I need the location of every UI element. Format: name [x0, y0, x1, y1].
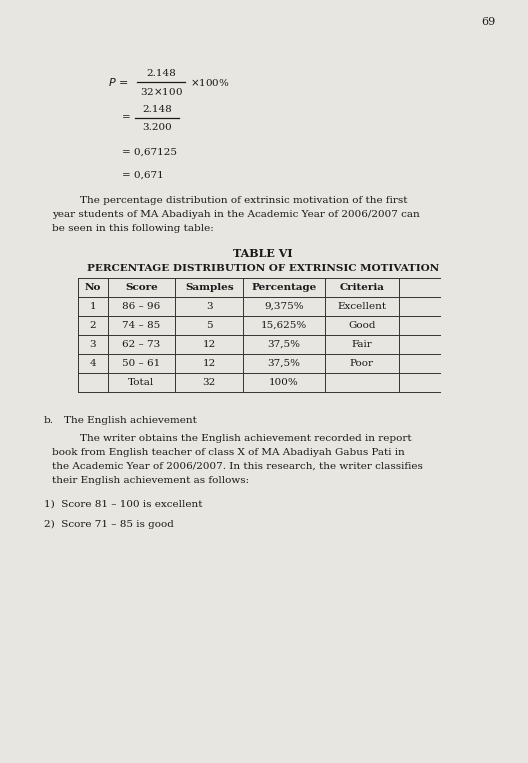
Text: Fair: Fair [351, 340, 372, 349]
Text: 1: 1 [89, 302, 96, 311]
Text: No: No [84, 283, 101, 292]
Text: $P\,=$: $P\,=$ [108, 76, 128, 88]
Text: The percentage distribution of extrinsic motivation of the first: The percentage distribution of extrinsic… [80, 195, 407, 204]
Text: 2.148: 2.148 [143, 105, 172, 114]
Text: 12: 12 [203, 359, 216, 368]
Text: 37,5%: 37,5% [268, 340, 300, 349]
Text: 86 – 96: 86 – 96 [122, 302, 161, 311]
Text: 2: 2 [89, 321, 96, 330]
Text: 1)  Score 81 – 100 is excellent: 1) Score 81 – 100 is excellent [44, 500, 202, 508]
Text: 74 – 85: 74 – 85 [122, 321, 161, 330]
Text: 3: 3 [206, 302, 213, 311]
Text: The English achievement: The English achievement [64, 416, 196, 424]
Text: 69: 69 [481, 17, 495, 27]
Text: 100%: 100% [269, 378, 299, 387]
Text: 32$\times$100: 32$\times$100 [140, 85, 183, 96]
Text: 2.148: 2.148 [146, 69, 176, 78]
Text: TABLE VI: TABLE VI [233, 247, 293, 259]
Text: Samples: Samples [185, 283, 233, 292]
Text: 15,625%: 15,625% [261, 321, 307, 330]
Text: Score: Score [125, 283, 158, 292]
Text: The writer obtains the English achievement recorded in report: The writer obtains the English achieveme… [80, 433, 411, 443]
Text: 12: 12 [203, 340, 216, 349]
Text: 32: 32 [203, 378, 216, 387]
Text: $\times$100%: $\times$100% [190, 76, 230, 88]
Text: = 0,67125: = 0,67125 [121, 147, 176, 156]
Text: their English achievement as follows:: their English achievement as follows: [52, 475, 249, 485]
Text: 3: 3 [89, 340, 96, 349]
Text: book from English teacher of class X of MA Abadiyah Gabus Pati in: book from English teacher of class X of … [52, 448, 404, 456]
Text: b.: b. [44, 416, 54, 424]
Text: 4: 4 [89, 359, 96, 368]
Text: Excellent: Excellent [337, 302, 386, 311]
Text: Criteria: Criteria [339, 283, 384, 292]
Text: 9,375%: 9,375% [264, 302, 304, 311]
Text: 3.200: 3.200 [143, 123, 172, 131]
Text: Percentage: Percentage [251, 283, 317, 292]
Text: the Academic Year of 2006/2007. In this research, the writer classifies: the Academic Year of 2006/2007. In this … [52, 462, 423, 471]
Text: 2)  Score 71 – 85 is good: 2) Score 71 – 85 is good [44, 520, 174, 529]
Text: 50 – 61: 50 – 61 [122, 359, 161, 368]
Text: PERCENTAGE DISTRIBUTION OF EXTRINSIC MOTIVATION: PERCENTAGE DISTRIBUTION OF EXTRINSIC MOT… [87, 263, 439, 272]
Text: be seen in this following table:: be seen in this following table: [52, 224, 213, 233]
Text: =: = [121, 114, 130, 123]
Text: Good: Good [348, 321, 375, 330]
Text: 5: 5 [206, 321, 213, 330]
Text: 62 – 73: 62 – 73 [122, 340, 161, 349]
Text: = 0,671: = 0,671 [121, 170, 163, 179]
Text: year students of MA Abadiyah in the Academic Year of 2006/2007 can: year students of MA Abadiyah in the Acad… [52, 210, 420, 218]
Text: 37,5%: 37,5% [268, 359, 300, 368]
Text: Total: Total [128, 378, 155, 387]
Text: Poor: Poor [350, 359, 374, 368]
